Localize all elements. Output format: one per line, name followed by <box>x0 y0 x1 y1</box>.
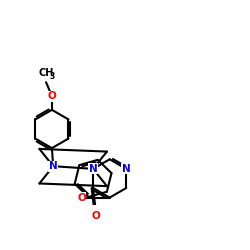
Text: N: N <box>89 164 98 174</box>
Text: O: O <box>92 210 100 220</box>
Text: CH: CH <box>38 68 54 78</box>
Text: O: O <box>77 192 86 202</box>
Text: N: N <box>89 164 98 174</box>
Text: 3: 3 <box>49 72 54 80</box>
Text: N: N <box>122 164 131 174</box>
Text: N: N <box>49 161 58 171</box>
Text: O: O <box>48 91 56 101</box>
